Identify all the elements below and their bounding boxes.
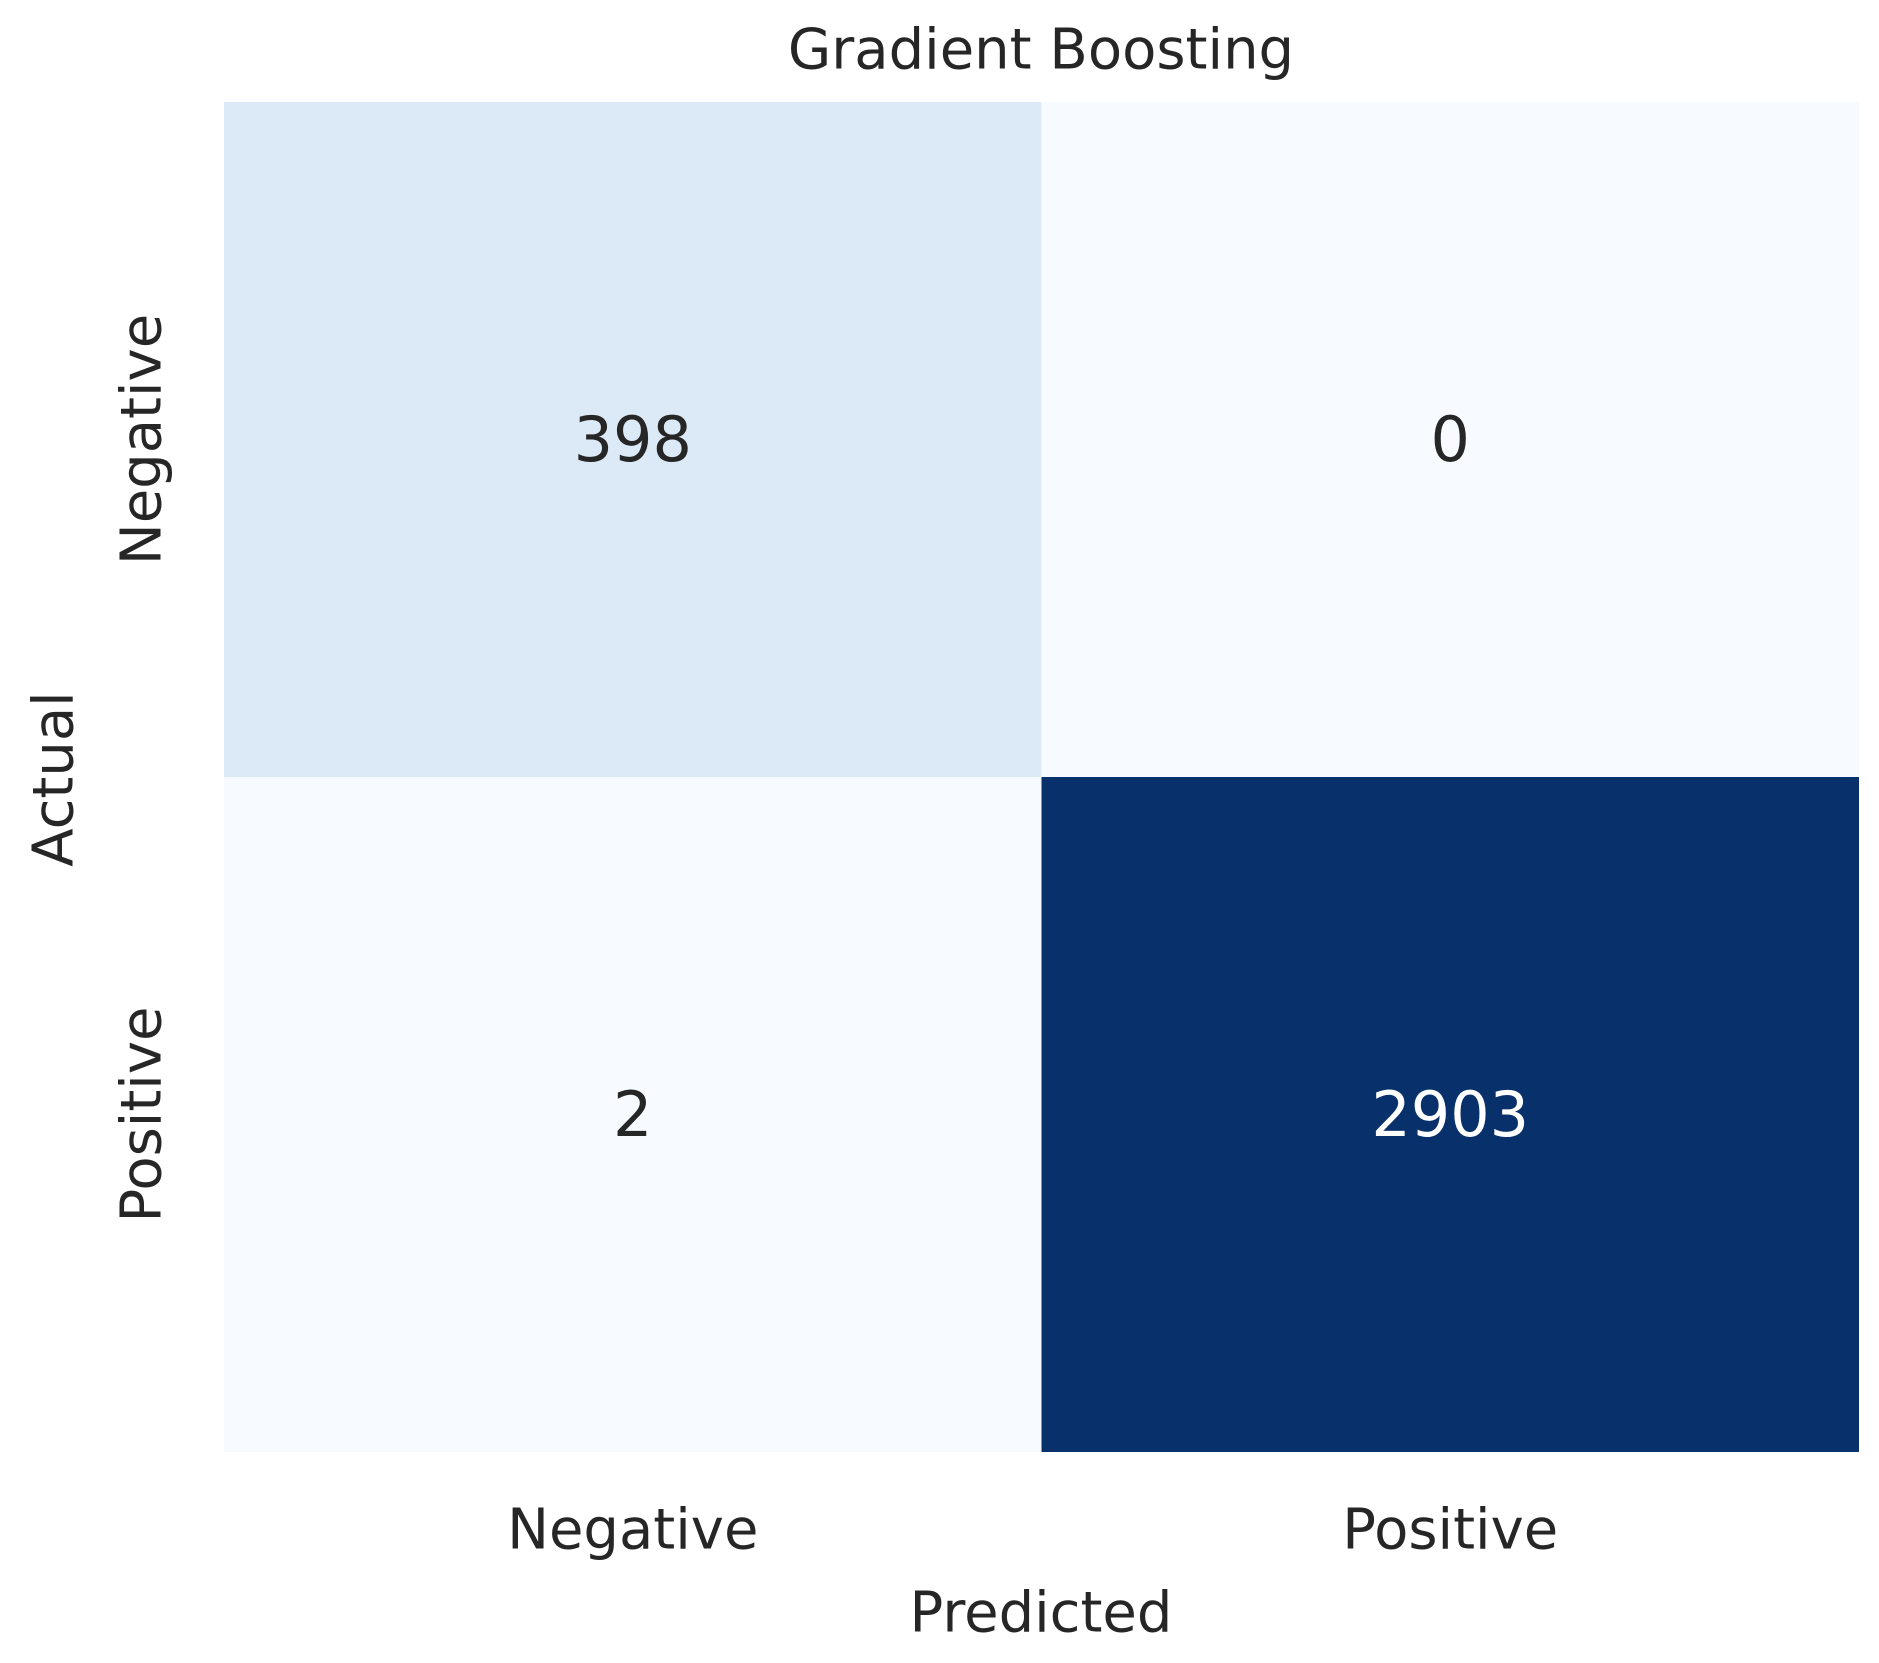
cell-value-label: 2 — [613, 1078, 652, 1151]
cell-value-label: 398 — [574, 403, 692, 476]
cell-value-label: 2903 — [1371, 1078, 1529, 1151]
x-axis-label: Predicted — [910, 1581, 1173, 1646]
heatmap-cell — [1041, 102, 1859, 777]
heatmap-cell — [1041, 777, 1859, 1452]
heatmap-cell — [224, 102, 1042, 777]
x-tick-label: Positive — [1342, 1498, 1558, 1563]
x-tick-label: Negative — [507, 1498, 758, 1563]
y-tick-label: Negative — [110, 314, 175, 565]
y-tick-label: Positive — [110, 1007, 175, 1223]
chart-title: Gradient Boosting — [788, 18, 1294, 83]
y-axis-label: Actual — [22, 691, 87, 866]
cell-value-label: 0 — [1431, 403, 1470, 476]
heatmap-cell — [224, 777, 1042, 1452]
